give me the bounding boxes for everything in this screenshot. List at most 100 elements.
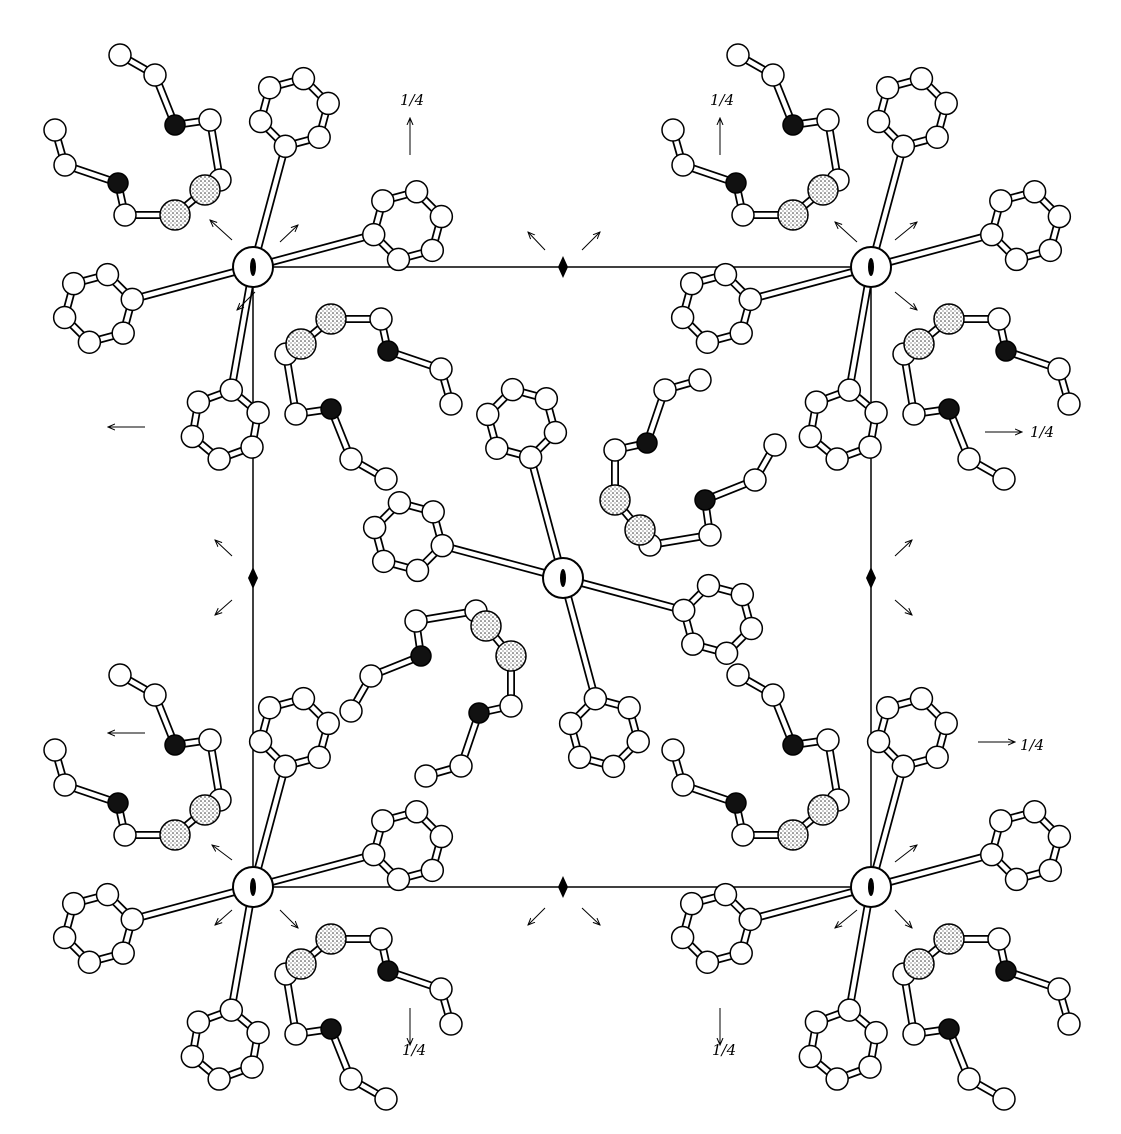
carbon-atom [440, 1013, 462, 1035]
carbon-atom [387, 868, 409, 890]
carbon-atom [535, 388, 557, 410]
carbon-atom [865, 1022, 887, 1044]
carbon-atom [988, 308, 1010, 330]
metal-axis-symbol [868, 878, 874, 896]
carbon-atom [826, 448, 848, 470]
carbon-atom [1005, 868, 1027, 890]
symmetry-arrow [210, 220, 232, 240]
sulfur-atom [783, 115, 803, 135]
sulfur-atom [726, 173, 746, 193]
carbon-atom [730, 942, 752, 964]
sulfur-atom [996, 961, 1016, 981]
carbon-atom [662, 119, 684, 141]
metal-ligand-atom [778, 820, 808, 850]
carbon-atom [388, 492, 410, 514]
symmetry-arrow [895, 910, 912, 928]
symmetry-arrow [215, 910, 232, 925]
carbon-atom [406, 801, 428, 823]
carbon-atom [716, 642, 738, 664]
carbon-atom [54, 774, 76, 796]
symmetry-arrow [528, 908, 545, 925]
carbon-atom [114, 824, 136, 846]
carbon-atom [859, 436, 881, 458]
twofold-axis [866, 567, 876, 589]
metal-ligand-atom [778, 200, 808, 230]
carbon-atom [241, 436, 263, 458]
fraction-label: 1/4 [710, 91, 734, 109]
carbon-atom [627, 731, 649, 753]
carbon-atom [826, 1068, 848, 1090]
carbon-atom [308, 126, 330, 148]
symmetry-arrow [582, 908, 600, 925]
carbon-atom [285, 403, 307, 425]
carbon-atom [259, 697, 281, 719]
carbon-atom [208, 448, 230, 470]
carbon-atom [544, 422, 566, 444]
carbon-atom [838, 379, 860, 401]
carbon-atom [805, 391, 827, 413]
metal-ligand-atom [934, 924, 964, 954]
sulfur-atom [108, 173, 128, 193]
metal-ligand-atom [316, 304, 346, 334]
carbon-atom [54, 306, 76, 328]
carbon-atom [250, 731, 272, 753]
carbon-atom [604, 439, 626, 461]
metal-ligand-atom [625, 515, 655, 545]
carbon-atom [981, 844, 1003, 866]
carbon-atom [744, 469, 766, 491]
carbon-atom [988, 928, 1010, 950]
carbon-atom [981, 224, 1003, 246]
carbon-atom [990, 190, 1012, 212]
carbon-atom [317, 92, 339, 114]
fraction-label: 1/4 [712, 1041, 736, 1059]
carbon-atom [935, 92, 957, 114]
carbon-atom [241, 1056, 263, 1078]
carbon-atom [958, 1068, 980, 1090]
carbon-atom [993, 1088, 1015, 1110]
carbon-atom [732, 204, 754, 226]
carbon-atom [78, 331, 100, 353]
carbon-atom [274, 135, 296, 157]
sulfur-atom [108, 793, 128, 813]
carbon-atom [370, 308, 392, 330]
carbon-atom [681, 273, 703, 295]
carbon-atom [112, 322, 134, 344]
carbon-atom [199, 109, 221, 131]
carbon-atom [364, 517, 386, 539]
carbon-atom [681, 893, 703, 915]
carbon-atom [926, 126, 948, 148]
carbon-atom [372, 190, 394, 212]
carbon-atom [220, 999, 242, 1021]
sulfur-atom [939, 399, 959, 419]
metal-ligand-atom [471, 611, 501, 641]
carbon-atom [121, 908, 143, 930]
carbon-atom [910, 688, 932, 710]
carbon-atom [1039, 859, 1061, 881]
carbon-atom [817, 109, 839, 131]
carbon-atom [672, 774, 694, 796]
sulfur-atom [695, 490, 715, 510]
twofold-axis [248, 567, 258, 589]
carbon-atom [187, 1011, 209, 1033]
carbon-atom [1048, 358, 1070, 380]
carbon-atom [727, 44, 749, 66]
twofold-axis [558, 876, 568, 898]
carbon-atom [44, 739, 66, 761]
carbon-atom [1048, 826, 1070, 848]
carbon-atom [121, 288, 143, 310]
metal-ligand-atom [496, 641, 526, 671]
sulfur-atom [939, 1019, 959, 1039]
metal-ligand-atom [808, 795, 838, 825]
carbon-atom [699, 524, 721, 546]
carbon-atom [317, 712, 339, 734]
sulfur-atom [726, 793, 746, 813]
carbon-atom [220, 379, 242, 401]
carbon-atom [430, 206, 452, 228]
metal-axis-symbol [560, 569, 566, 587]
metal-axis-symbol [250, 258, 256, 276]
carbon-atom [892, 135, 914, 157]
symmetry-arrow [835, 910, 857, 928]
carbon-atom [387, 248, 409, 270]
carbon-atom [405, 610, 427, 632]
carbon-atom [440, 393, 462, 415]
